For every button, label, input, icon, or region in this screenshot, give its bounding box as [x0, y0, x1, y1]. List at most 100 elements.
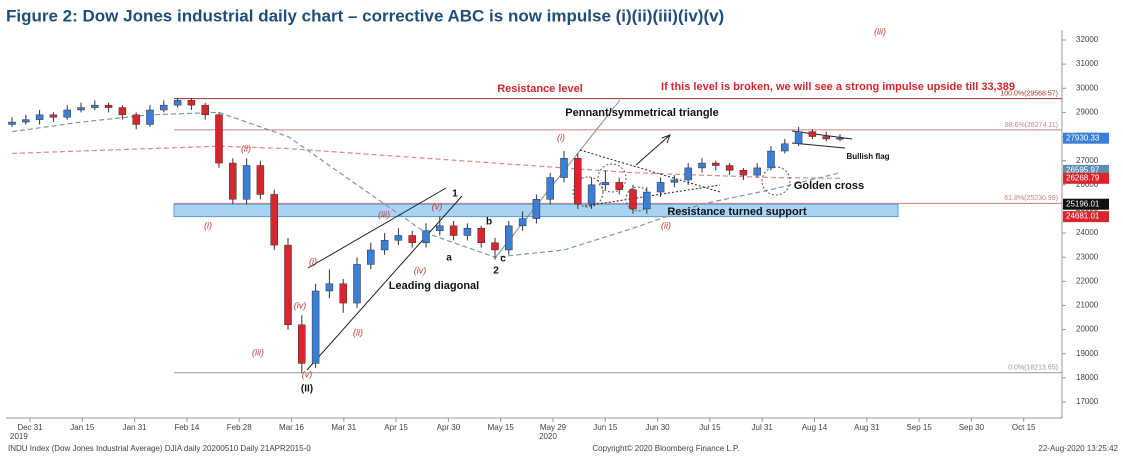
annotation: (i): [557, 132, 565, 142]
footer-text: 22-Aug-2020 13:25:42: [1038, 444, 1118, 453]
candle-body: [229, 162, 237, 200]
candle-body: [380, 240, 389, 251]
x-tick-label: Jul 15: [699, 423, 721, 432]
annotation: (v): [302, 369, 313, 379]
annotation: (iii): [252, 347, 264, 357]
annotation: Resistance turned support: [667, 206, 807, 218]
price-box: [1063, 164, 1109, 176]
x-tick-label: Jan 15: [70, 423, 95, 432]
x-tick-label: Mar 16: [279, 423, 304, 432]
annotation: (i): [204, 220, 212, 230]
candle-body: [767, 150, 775, 169]
annotation: (iii): [378, 209, 390, 219]
y-tick-label: 22000: [1076, 276, 1099, 285]
candle-body: [656, 182, 665, 193]
candle-body: [463, 227, 472, 236]
candle-body: [242, 165, 251, 200]
candle-body: [781, 143, 789, 152]
year-label: 2019: [10, 432, 28, 441]
x-tick-label: Sep 30: [959, 423, 985, 432]
x-tick-label: Jun 30: [646, 423, 671, 432]
candle-body: [670, 179, 679, 183]
price-label: 24681.01: [1066, 212, 1100, 221]
x-tick-label: Aug 31: [854, 423, 880, 432]
price-box: [1063, 198, 1109, 210]
moving-average: [11, 145, 841, 179]
annotation: (II): [301, 384, 313, 395]
candle-body: [187, 100, 196, 106]
candle-body: [394, 235, 403, 241]
annotation: (v): [432, 201, 443, 211]
trendline: [306, 195, 463, 371]
candle-body: [353, 264, 361, 304]
candle-body: [739, 170, 748, 176]
y-tick-label: 29000: [1076, 108, 1099, 117]
candle-body: [836, 137, 844, 140]
candle-body: [270, 194, 278, 246]
candle-body: [284, 244, 292, 326]
candle-body: [794, 131, 803, 145]
candle-body: [215, 114, 223, 164]
annotation: Leading diagonal: [389, 280, 479, 292]
pennant-line: [579, 149, 721, 193]
x-tick-label: May 29: [540, 423, 567, 432]
candle-body: [77, 107, 85, 111]
candle-body: [560, 158, 568, 178]
annotation: Resistance level: [497, 83, 583, 95]
y-tick-label: 23000: [1076, 252, 1099, 261]
candle-body: [436, 225, 444, 231]
candle-body: [477, 227, 485, 243]
level-label: 61.8%(25230.99): [1004, 195, 1058, 202]
y-tick-label: 30000: [1076, 83, 1099, 92]
level-label: 0.0%(18213.65): [1008, 365, 1058, 372]
trendline: [307, 187, 447, 269]
candle-body: [408, 235, 416, 243]
annotation: (iv): [414, 265, 427, 275]
annotation: (iii): [874, 26, 886, 36]
candle-body: [146, 109, 154, 125]
candle-body: [643, 191, 651, 210]
candle-body: [132, 114, 140, 125]
candle-body: [546, 177, 554, 200]
candle-body: [532, 199, 541, 219]
x-tick-label: Apr 30: [437, 423, 461, 432]
candle-body: [35, 114, 44, 120]
trendline: [494, 99, 621, 259]
x-tick-label: Oct 15: [1012, 423, 1036, 432]
candle-body: [753, 167, 761, 176]
annotation: 2: [493, 266, 499, 277]
price-box: [1063, 172, 1109, 184]
candle-body: [104, 104, 113, 108]
footer-text: INDU Index (Dow Jones Industrial Average…: [8, 444, 311, 453]
y-tick-label: 17000: [1076, 397, 1099, 406]
price-box: [1063, 132, 1109, 144]
candle-body: [22, 119, 30, 123]
x-tick-label: Feb 28: [227, 423, 252, 432]
price-label: 26268.79: [1066, 173, 1100, 182]
candle-body: [491, 242, 499, 251]
annotation: If this level is broken, we will see a s…: [661, 81, 1015, 93]
price-label: 25196.01: [1066, 199, 1100, 208]
x-tick-label: Jan 31: [123, 423, 148, 432]
candle-body: [118, 107, 127, 116]
arrow: [635, 134, 671, 166]
x-tick-label: Apr 15: [384, 423, 408, 432]
trendlines: [306, 99, 853, 371]
candle-body: [8, 121, 16, 125]
candle-body: [518, 218, 527, 227]
arrow-head: [661, 134, 671, 144]
price-box: [1063, 211, 1109, 223]
candle-body: [311, 290, 320, 364]
candle-body: [684, 167, 692, 181]
candle-body: [505, 225, 513, 251]
candle-body: [822, 136, 830, 140]
annotation: (ii): [661, 220, 671, 230]
y-tick-label: 26000: [1076, 180, 1099, 189]
candle-body: [91, 104, 99, 108]
pennant-line: [584, 184, 721, 207]
annotation: (ii): [353, 327, 363, 337]
candle-body: [629, 189, 637, 210]
annotation: Bullish flag: [846, 152, 889, 161]
chart-title: Figure 2: Dow Jones industrial daily cha…: [6, 6, 724, 25]
